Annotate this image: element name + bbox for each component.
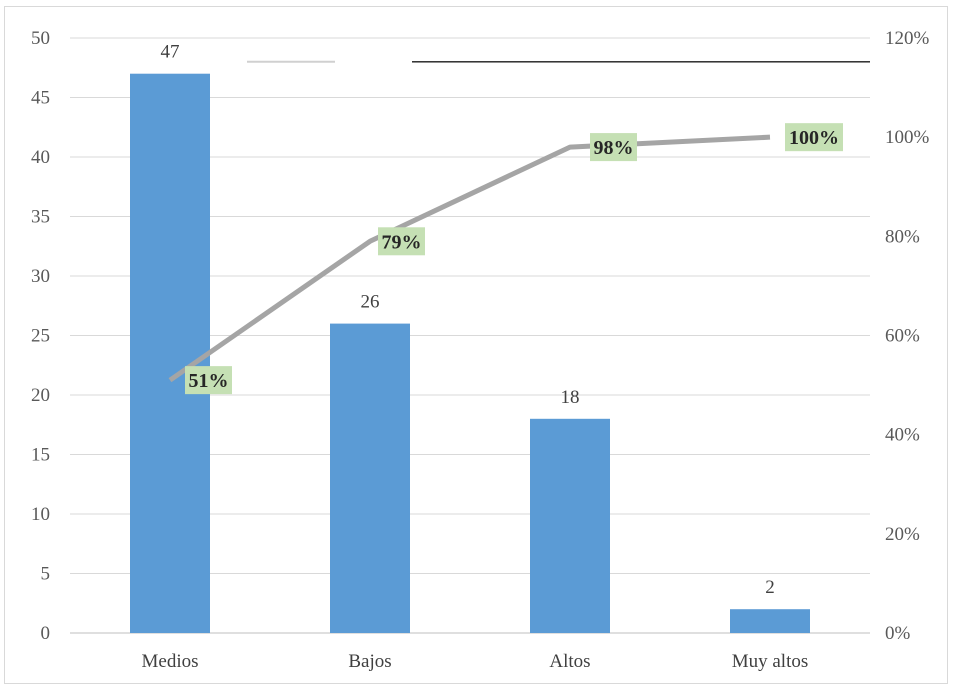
category-label: Altos [549, 651, 590, 672]
bar-value-label: 18 [561, 387, 580, 408]
category-label: Medios [142, 651, 199, 672]
y2-tick-label: 100% [885, 127, 930, 148]
y-tick-label: 0 [41, 623, 51, 644]
bar-value-label: 2 [765, 577, 775, 598]
y-tick-label: 30 [31, 266, 50, 287]
y2-tick-label: 0% [885, 623, 911, 644]
y-tick-label: 50 [31, 28, 50, 49]
percent-label-box [185, 366, 232, 395]
y-tick-label: 35 [31, 207, 50, 228]
category-label: Muy altos [732, 651, 809, 672]
y2-tick-label: 60% [885, 326, 920, 347]
percent-label-box [785, 123, 843, 152]
percent-label: 51% [189, 370, 229, 392]
bar-value-label: 26 [361, 292, 380, 313]
y-tick-label: 25 [31, 326, 50, 347]
y2-tick-label: 40% [885, 425, 920, 446]
y-tick-label: 5 [41, 564, 51, 585]
bar [730, 609, 810, 633]
percent-label: 98% [594, 137, 634, 159]
y2-tick-label: 80% [885, 226, 920, 247]
y-tick-label: 10 [31, 504, 50, 525]
bar [530, 418, 610, 633]
percent-label-box [378, 227, 425, 256]
bar-value-label: 47 [161, 42, 180, 63]
y-tick-label: 40 [31, 147, 50, 168]
y-tick-label: 15 [31, 445, 50, 466]
percent-label: 100% [789, 127, 839, 149]
category-label: Bajos [348, 651, 391, 672]
percent-label-box [590, 133, 637, 162]
y2-tick-label: 20% [885, 524, 920, 545]
bar [130, 73, 210, 633]
y2-tick-label: 120% [885, 28, 930, 49]
y-tick-label: 45 [31, 88, 50, 109]
cumulative-line [168, 134, 771, 383]
bar [330, 323, 410, 633]
y-tick-label: 20 [31, 385, 50, 406]
percent-label: 79% [382, 231, 422, 253]
